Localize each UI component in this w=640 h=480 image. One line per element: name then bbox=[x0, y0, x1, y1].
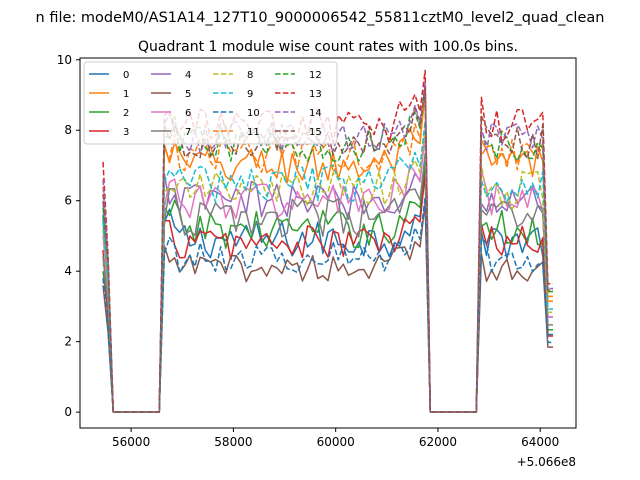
legend-label-3: 3 bbox=[123, 127, 129, 138]
legend-label-6: 6 bbox=[185, 108, 191, 119]
legend-box bbox=[83, 61, 338, 145]
legend-label-7: 7 bbox=[185, 127, 191, 138]
y-tick-label: 0 bbox=[64, 405, 72, 419]
x-offset-label: +5.066e8 bbox=[517, 455, 576, 469]
plot-frame bbox=[79, 57, 577, 429]
x-tick-label: 56000 bbox=[112, 435, 150, 449]
x-tick-label: 58000 bbox=[214, 435, 252, 449]
legend-label-1: 1 bbox=[123, 89, 129, 100]
chart-suptitle: n file: modeM0/AS1A14_127T10_9000006542_… bbox=[36, 10, 605, 26]
series-line-9 bbox=[102, 120, 553, 413]
chart-title: Quadrant 1 module wise count rates with … bbox=[138, 39, 518, 55]
legend-label-4: 4 bbox=[185, 70, 191, 81]
y-tick-label: 6 bbox=[64, 194, 72, 208]
legend-label-0: 0 bbox=[123, 70, 129, 81]
y-tick-label: 2 bbox=[64, 335, 72, 349]
legend-label-14: 14 bbox=[309, 108, 322, 119]
y-tick-label: 4 bbox=[64, 264, 72, 278]
series-line-10 bbox=[102, 196, 553, 413]
legend-label-15: 15 bbox=[309, 127, 322, 138]
x-axis: 56000 58000 60000 62000 64000 bbox=[112, 428, 559, 449]
series-line-8 bbox=[102, 125, 553, 413]
x-tick-label: 60000 bbox=[317, 435, 355, 449]
x-tick-label: 64000 bbox=[521, 435, 559, 449]
legend-label-13: 13 bbox=[309, 89, 322, 100]
legend-label-12: 12 bbox=[309, 70, 322, 81]
legend-label-10: 10 bbox=[247, 108, 260, 119]
legend-label-2: 2 bbox=[123, 108, 129, 119]
x-tick-label: 62000 bbox=[419, 435, 457, 449]
legend-label-11: 11 bbox=[247, 127, 260, 138]
y-tick-label: 10 bbox=[57, 53, 72, 67]
y-tick-label: 8 bbox=[64, 123, 72, 137]
series-line-2 bbox=[102, 156, 553, 413]
legend-label-9: 9 bbox=[247, 89, 253, 100]
y-axis: 0 2 4 6 8 10 bbox=[57, 53, 80, 419]
legend-label-5: 5 bbox=[185, 89, 191, 100]
legend-label-8: 8 bbox=[247, 70, 253, 81]
